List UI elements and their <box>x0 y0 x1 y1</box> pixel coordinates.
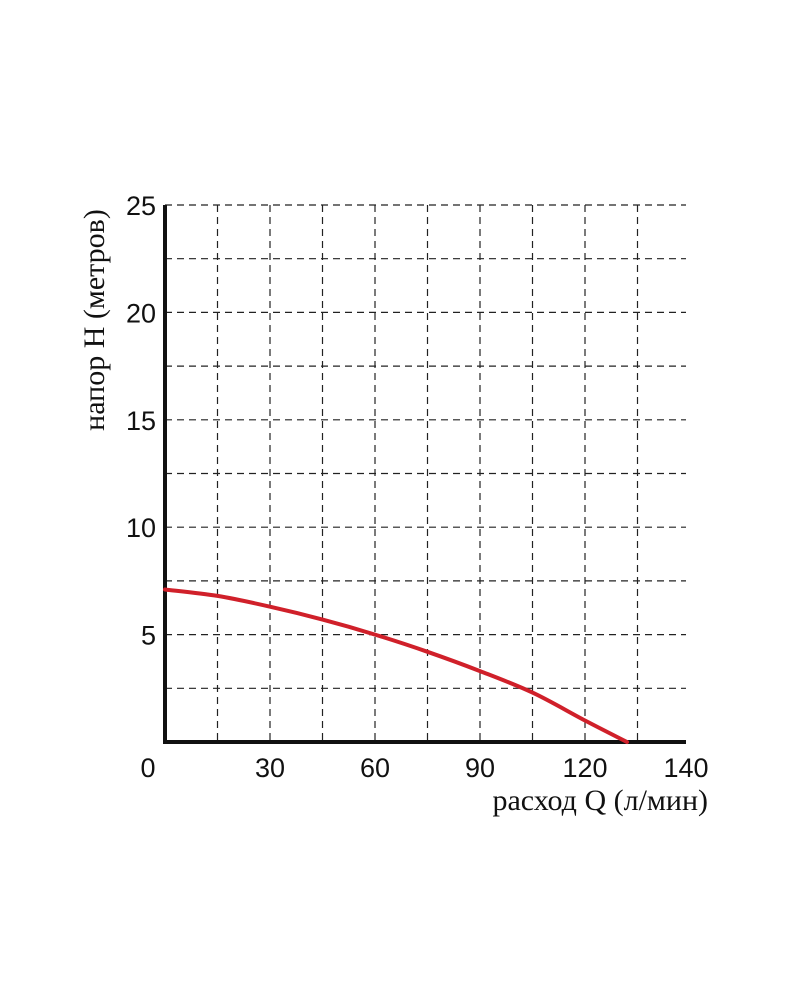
series <box>163 587 629 744</box>
x-tick-label: 60 <box>360 753 390 783</box>
x-tick-label: 30 <box>255 753 285 783</box>
series-line <box>163 587 629 744</box>
x-tick-label: 0 <box>140 753 155 783</box>
x-tick-label: 90 <box>465 753 495 783</box>
y-tick-label: 15 <box>126 406 156 436</box>
tick-labels: 5 10 15 20 25 0 30 60 90 120 140 <box>126 191 709 783</box>
x-tick-label: 140 <box>663 753 708 783</box>
y-tick-label: 25 <box>126 191 156 221</box>
x-axis-title: расход Q (л/мин) <box>492 784 708 817</box>
axes <box>163 205 686 744</box>
y-tick-label: 5 <box>141 621 156 651</box>
y-tick-label: 20 <box>126 298 156 328</box>
x-tick-label: 120 <box>562 753 607 783</box>
y-tick-label: 10 <box>126 513 156 543</box>
grid <box>165 204 686 742</box>
y-axis-title: напор H (метров) <box>78 209 111 431</box>
